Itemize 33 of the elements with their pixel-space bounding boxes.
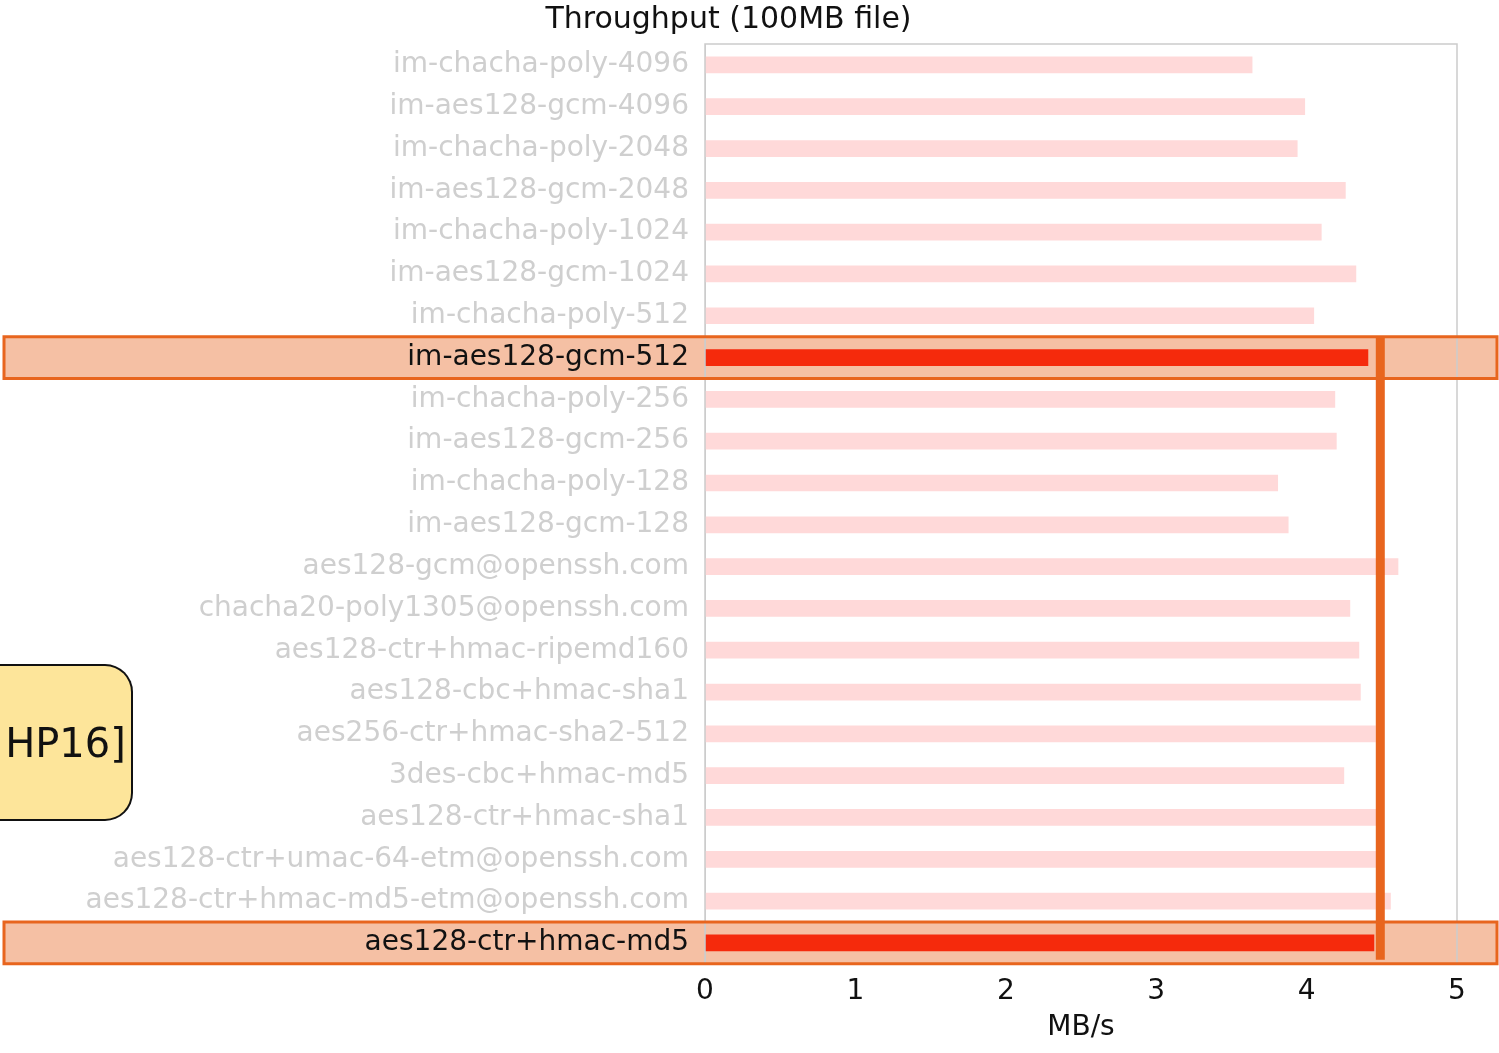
bar (705, 223, 1322, 241)
chart-title: Throughput (100MB file) (544, 0, 912, 35)
bar (705, 56, 1253, 74)
bar (705, 767, 1345, 785)
bar (705, 558, 1399, 575)
x-tick-label: 0 (696, 972, 714, 1006)
bar (705, 725, 1376, 743)
x-tick-label: 1 (846, 972, 865, 1006)
bar (705, 683, 1361, 701)
bar (705, 140, 1298, 157)
bar (705, 391, 1336, 408)
bar (705, 516, 1289, 534)
bar (705, 349, 1369, 366)
bar (705, 474, 1279, 492)
x-tick-label: 3 (1147, 972, 1166, 1006)
x-tick-label: 5 (1448, 972, 1466, 1006)
x-tick-label: 4 (1297, 972, 1316, 1006)
bar (705, 98, 1306, 116)
x-tick-label: 2 (996, 972, 1015, 1006)
bar (705, 432, 1337, 450)
bar (705, 809, 1379, 826)
bar (705, 934, 1375, 952)
y-tick-label: im-aes128-gcm-512 (407, 338, 689, 372)
bar (705, 307, 1315, 325)
y-tick-label: aes128-ctr+hmac-md5 (364, 924, 689, 958)
bar (705, 181, 1346, 199)
bar (705, 600, 1351, 617)
x-axis-title: MB/s (1047, 1009, 1115, 1043)
text: HP16] (0, 664, 133, 821)
bar (705, 850, 1379, 868)
bar (705, 641, 1360, 659)
bar (705, 892, 1391, 910)
bar (705, 265, 1357, 283)
